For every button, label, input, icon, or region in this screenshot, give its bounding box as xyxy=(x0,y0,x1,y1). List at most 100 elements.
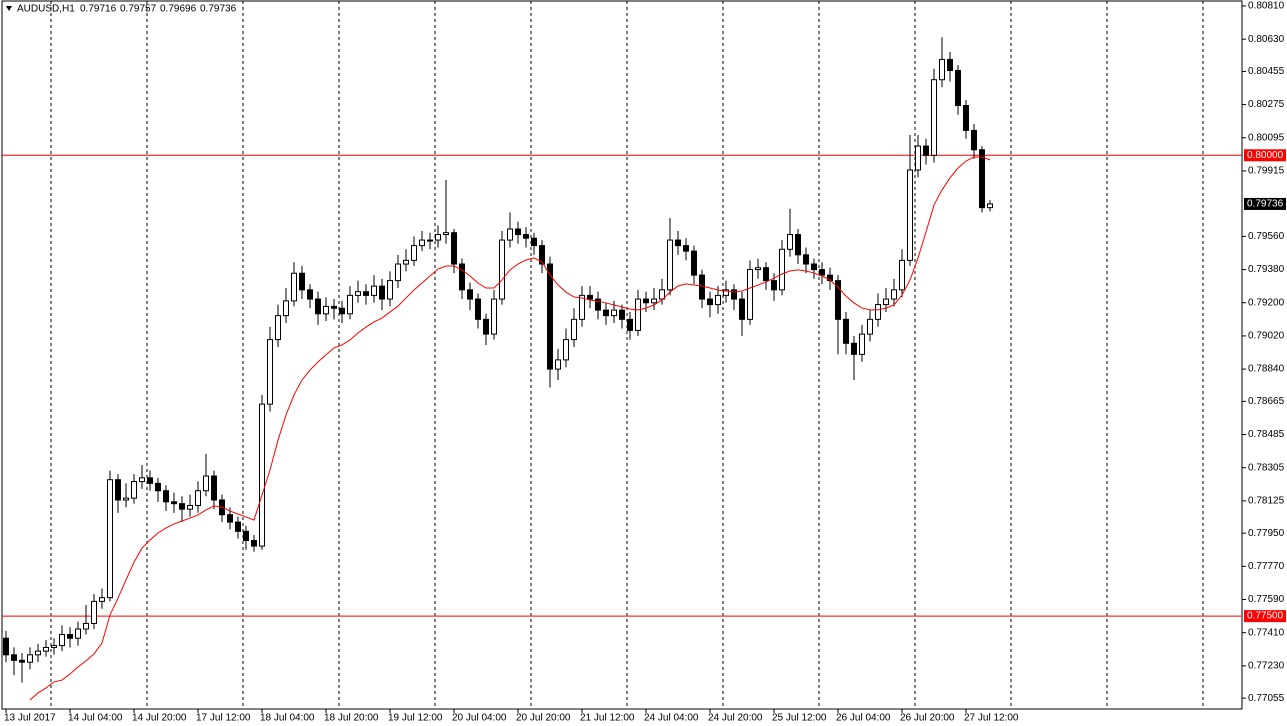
candle-body xyxy=(739,298,745,320)
x-tick-label: 19 Jul 12:00 xyxy=(388,713,443,724)
level-label: 0.80000 xyxy=(1247,150,1284,161)
candle-body xyxy=(419,239,425,247)
x-tick-label: 26 Jul 04:00 xyxy=(836,713,891,724)
candle-body xyxy=(731,289,737,300)
candle-body xyxy=(555,359,561,370)
x-tick-label: 14 Jul 04:00 xyxy=(68,713,123,724)
candle-body xyxy=(331,305,337,309)
candle-body xyxy=(379,285,385,300)
x-tick-label: 21 Jul 12:00 xyxy=(580,713,635,724)
x-tick-label: 14 Jul 20:00 xyxy=(132,713,187,724)
menu-arrow[interactable] xyxy=(6,6,12,11)
open-price: 0.79716 xyxy=(80,4,117,15)
candle-body xyxy=(355,291,361,296)
candle-body xyxy=(83,622,89,630)
candle-body xyxy=(579,294,585,320)
moving-average xyxy=(29,156,991,701)
candle-body xyxy=(835,280,841,320)
candle-body xyxy=(451,232,457,265)
candle-body xyxy=(203,475,209,492)
candle-body xyxy=(507,228,513,241)
level-label-box xyxy=(1244,610,1286,623)
candle-body xyxy=(291,272,297,302)
candle-body xyxy=(947,58,953,71)
y-tick-label: 0.80095 xyxy=(1248,132,1285,143)
candle-body xyxy=(667,239,673,291)
candle-body xyxy=(147,477,153,484)
candle-body xyxy=(195,490,201,507)
candle-body xyxy=(611,309,617,317)
y-tick-label: 0.78305 xyxy=(1248,462,1285,473)
high-price: 0.79757 xyxy=(120,4,157,15)
candle-body xyxy=(427,239,433,242)
candle-body xyxy=(323,305,329,315)
y-tick-label: 0.77230 xyxy=(1248,661,1285,672)
candle-body xyxy=(819,269,825,276)
y-tick-label: 0.79020 xyxy=(1248,331,1285,342)
candle-body xyxy=(275,315,281,341)
candle-body xyxy=(651,298,657,304)
y-tick-label: 0.78665 xyxy=(1248,396,1285,407)
candle-body xyxy=(43,646,49,652)
candle-body xyxy=(531,237,537,247)
candle-body xyxy=(755,267,761,271)
candle-body xyxy=(179,503,185,510)
candle-body xyxy=(139,477,145,483)
y-tick-label: 0.77410 xyxy=(1248,627,1285,638)
candle-body xyxy=(467,289,473,300)
candle-body xyxy=(339,307,345,315)
candle-body xyxy=(987,203,993,209)
candle-body xyxy=(387,280,393,300)
candle-body xyxy=(99,597,105,602)
last-price-label: 0.79736 xyxy=(1247,199,1284,210)
y-tick-label: 0.79380 xyxy=(1248,264,1285,275)
y-tick-label: 0.79200 xyxy=(1248,297,1285,308)
candle-body xyxy=(891,289,897,300)
candle-body xyxy=(803,254,809,265)
candle-body xyxy=(763,267,769,282)
candle-body xyxy=(307,289,313,300)
candle-body xyxy=(915,145,921,171)
x-tick-label: 25 Jul 12:00 xyxy=(772,713,827,724)
y-tick-label: 0.77055 xyxy=(1248,693,1285,704)
candle-body xyxy=(515,228,521,236)
candle-body xyxy=(475,298,481,320)
candle-body xyxy=(771,280,777,291)
y-tick-label: 0.80455 xyxy=(1248,66,1285,77)
candle-body xyxy=(363,291,369,296)
candle-body xyxy=(395,263,401,282)
candle-body xyxy=(211,475,217,501)
candle-body xyxy=(547,263,553,370)
candle-body xyxy=(251,540,257,547)
candle-body xyxy=(499,239,505,300)
candle-body xyxy=(563,339,569,361)
candle-body xyxy=(347,294,353,315)
candle-body xyxy=(699,274,705,300)
candle-body xyxy=(131,481,137,499)
x-tick-label: 24 Jul 04:00 xyxy=(644,713,699,724)
candle-body xyxy=(779,248,785,291)
candle-body xyxy=(459,263,465,291)
candle-body xyxy=(403,259,409,265)
candle-body xyxy=(11,654,17,661)
candle-body xyxy=(483,318,489,335)
candle-body xyxy=(67,634,73,639)
candle-body xyxy=(371,285,377,296)
x-tick-label: 26 Jul 20:00 xyxy=(900,713,955,724)
candle-body xyxy=(75,628,81,639)
x-tick-label: 17 Jul 12:00 xyxy=(196,713,251,724)
x-tick-label: 18 Jul 04:00 xyxy=(260,713,315,724)
candle-body xyxy=(843,318,849,344)
candle-body xyxy=(643,298,649,304)
candle-body xyxy=(955,69,961,107)
x-tick-label: 27 Jul 12:00 xyxy=(964,713,1019,724)
low-price: 0.79696 xyxy=(160,4,197,15)
x-tick-label: 20 Jul 20:00 xyxy=(516,713,571,724)
x-tick-label: 20 Jul 04:00 xyxy=(452,713,507,724)
y-tick-label: 0.78840 xyxy=(1248,364,1285,375)
x-tick-label: 24 Jul 20:00 xyxy=(708,713,763,724)
candle-body xyxy=(539,245,545,265)
candle-body xyxy=(571,318,577,341)
candle-body xyxy=(235,521,241,532)
